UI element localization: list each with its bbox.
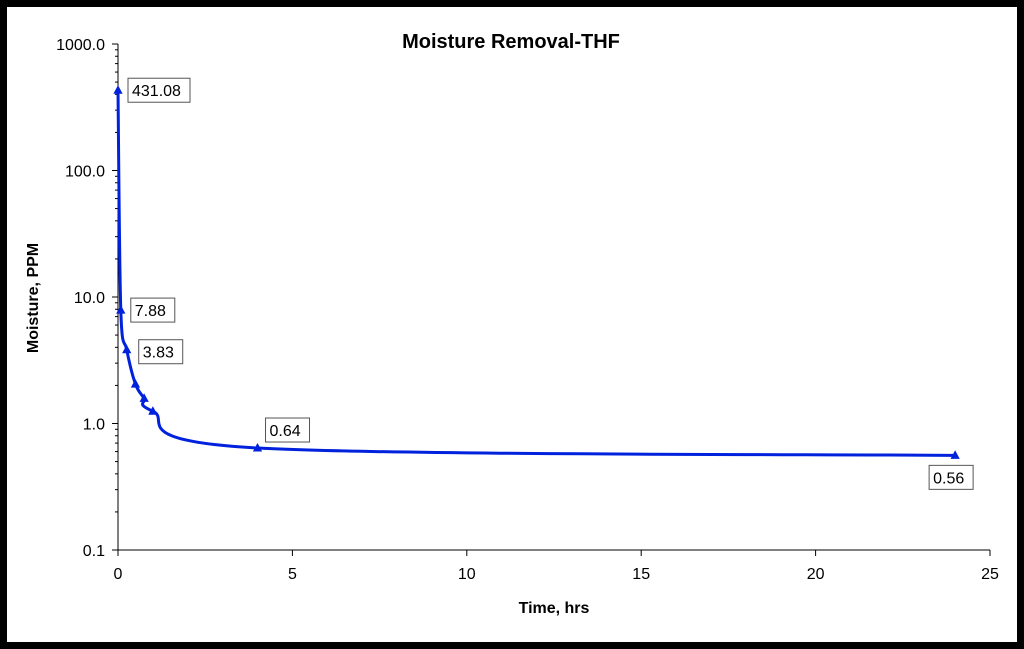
y-tick-labels: 0.1 1.0 10.0 100.0 1000.0	[56, 37, 118, 560]
y-tick-label: 100.0	[65, 164, 105, 181]
data-label: 431.08	[127, 77, 191, 103]
data-point	[116, 305, 126, 314]
x-tick-label: 0	[114, 566, 123, 583]
data-label-box	[265, 417, 311, 443]
data-labels: 431.08 7.88 3.83 0.64 0.56	[127, 77, 974, 490]
x-tick-label: 10	[458, 566, 476, 583]
data-point	[148, 406, 158, 415]
data-point	[950, 450, 960, 459]
data-point	[252, 442, 263, 452]
y-axis-title: Moisture, PPM	[25, 243, 42, 353]
axes	[117, 44, 990, 551]
data-label-box	[928, 464, 974, 490]
data-label-text: 431.08	[132, 83, 181, 100]
data-label-text: 0.56	[933, 470, 964, 487]
y-tick-label: 0.1	[83, 543, 105, 560]
x-axis-title: Time, hrs	[519, 600, 590, 617]
x-tick-label: 15	[632, 566, 650, 583]
x-tick-label: 25	[981, 566, 999, 583]
data-label-text: 7.88	[135, 303, 166, 320]
data-label-text: 3.83	[143, 345, 174, 362]
data-point	[139, 393, 149, 402]
series-line	[116, 90, 956, 457]
data-point	[113, 85, 123, 94]
data-point	[130, 379, 141, 388]
data-label: 7.88	[130, 297, 176, 323]
data-label: 3.83	[138, 339, 184, 365]
x-tick-label: 5	[288, 566, 297, 583]
x-tick-label: 20	[807, 566, 825, 583]
chart-title: Moisture Removal-THF	[402, 31, 620, 53]
chart-panel	[7, 7, 1017, 642]
data-label-text: 0.64	[270, 423, 301, 440]
data-label: 0.56	[928, 464, 974, 490]
data-points	[113, 85, 960, 459]
data-label-box	[127, 77, 191, 103]
y-tick-label: 10.0	[74, 290, 105, 307]
x-tick-labels: 0 5 10 15 20 25	[114, 550, 999, 583]
y-tick-label: 1.0	[83, 417, 105, 434]
data-point	[122, 344, 132, 354]
y-tick-label: 1000.0	[56, 37, 105, 54]
data-label-box	[130, 297, 176, 323]
data-label: 0.64	[265, 417, 311, 443]
data-label-box	[138, 339, 184, 365]
